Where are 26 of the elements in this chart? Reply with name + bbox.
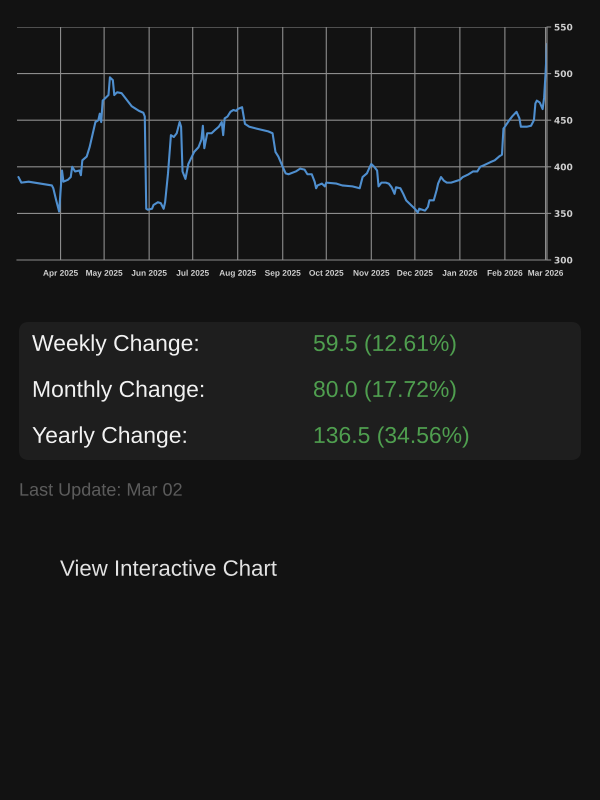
x-tick-label: Jul 2025 xyxy=(176,270,209,276)
x-tick-label: Jan 2026 xyxy=(442,270,478,276)
text: 59.5 (12.61%) xyxy=(314,334,456,356)
x-tick-label: Mar 2026 xyxy=(528,270,564,276)
x-tick-label: Feb 2026 xyxy=(488,270,522,276)
text: View Interactive Chart xyxy=(60,560,277,576)
text: 136.5 (34.56%) xyxy=(314,426,468,448)
x-tick-label: Dec 2025 xyxy=(397,270,433,276)
y-tick-label: 350 xyxy=(554,210,572,217)
y-tick-label: 500 xyxy=(554,70,572,78)
x-tick-label: Sep 2025 xyxy=(264,270,301,278)
x-tick-label: May 2025 xyxy=(86,270,122,278)
x-tick-label: Oct 2025 xyxy=(309,270,344,276)
x-tick-label: Aug 2025 xyxy=(219,270,256,278)
y-tick-label: 550 xyxy=(554,24,572,31)
y-tick-label: 400 xyxy=(554,164,572,170)
x-tick-label: Jun 2025 xyxy=(131,270,167,276)
text: Monthly Change: xyxy=(34,380,204,402)
y-tick-label: 450 xyxy=(554,116,572,124)
text: Weekly Change: xyxy=(32,334,198,356)
text: Last Update: Mar 02 xyxy=(20,482,182,500)
text: 80.0 (17.72%) xyxy=(314,380,456,402)
x-tick-label: Apr 2025 xyxy=(43,270,78,278)
text: Yearly Change: xyxy=(32,426,186,448)
y-tick-label: 300 xyxy=(554,256,572,264)
x-tick-label: Nov 2025 xyxy=(354,270,390,276)
